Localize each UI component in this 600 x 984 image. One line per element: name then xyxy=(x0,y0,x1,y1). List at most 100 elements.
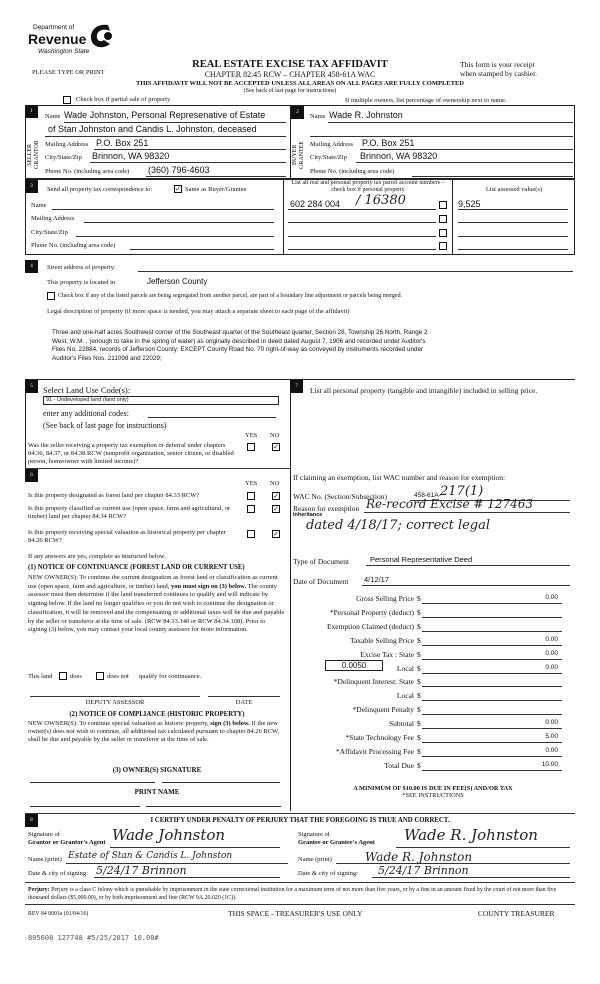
notice1-text-b: The county assessor must then determine … xyxy=(28,582,285,634)
fee-line xyxy=(422,644,562,646)
grantee-signature[interactable]: Wade R. Johnston xyxy=(404,826,538,844)
partial-sale-checkbox[interactable] xyxy=(63,96,71,104)
does-not-checkbox[interactable] xyxy=(96,672,104,680)
fee-line xyxy=(422,714,562,716)
fee-value[interactable]: 0.00 xyxy=(545,746,558,754)
divider xyxy=(25,379,26,468)
buyer-mailing[interactable]: P.O. Box 251 xyxy=(362,138,415,148)
section-1-badge: 1 xyxy=(25,105,38,118)
reason-handwritten-1[interactable]: Re-record Excise # 127463 xyxy=(366,497,534,511)
street-address-label: Street address of property: xyxy=(47,264,116,271)
certify-statement: I CERTIFY UNDER PENALTY OF PERJURY THAT … xyxy=(150,817,450,824)
personal-property-checkbox-3[interactable] xyxy=(439,229,447,237)
historic-yes-checkbox[interactable] xyxy=(247,530,255,538)
county[interactable]: Jefferson County xyxy=(147,277,208,286)
fee-line xyxy=(422,728,562,730)
partial-sale-label: Check box if partial sale of property xyxy=(76,96,171,103)
segregated-checkbox[interactable] xyxy=(47,292,55,300)
personal-property-checkbox-4[interactable] xyxy=(439,242,447,250)
personal-property-label: List all personal property (tangible and… xyxy=(310,386,538,395)
buyer-name-label: Name xyxy=(310,113,326,120)
fee-value[interactable]: 0.00 xyxy=(545,663,558,671)
grantor-date[interactable]: 5/24/17 Brinnon xyxy=(96,864,187,877)
personal-property-checkbox-1[interactable] xyxy=(439,201,447,209)
forest-land-question: Is this property designated as forest la… xyxy=(28,492,200,499)
divider xyxy=(290,379,291,811)
personal-property-checkbox-2[interactable] xyxy=(439,215,447,223)
grantee-name[interactable]: Wade R. Johnston xyxy=(365,850,473,864)
fee-line xyxy=(422,616,562,618)
fee-value[interactable]: 5.00 xyxy=(545,733,558,740)
treasurer-stamp: 805608 127748 #5/25/2017 10.00# xyxy=(28,934,159,942)
divider xyxy=(25,904,575,905)
seller-city[interactable]: Brinnon, WA 98320 xyxy=(92,151,170,161)
divider xyxy=(283,179,284,255)
underline xyxy=(362,585,570,586)
forest-no-checkbox[interactable]: ✓ xyxy=(272,492,280,500)
current-use-yes-checkbox[interactable] xyxy=(247,505,255,513)
land-use-select[interactable]: 91 - Undeveloped land (land only) xyxy=(43,396,279,405)
does-label: does xyxy=(70,673,82,680)
grantee-date-label: Date & city of signing: xyxy=(298,870,358,877)
reason-label: Reason for exemption xyxy=(293,504,360,513)
doc-type-label: Type of Document xyxy=(293,557,350,566)
assessed-value[interactable]: 9,525 xyxy=(458,199,481,209)
grantor-signature[interactable]: Wade Johnston xyxy=(112,826,226,844)
treasurer-space: THIS SPACE - TREASURER'S USE ONLY xyxy=(228,909,363,918)
fee-value[interactable]: 10.00 xyxy=(541,760,558,768)
seller-phone[interactable]: (360) 796-4603 xyxy=(148,165,210,175)
buyer-city[interactable]: Brinnon, WA 98320 xyxy=(360,151,438,161)
underline xyxy=(130,249,274,250)
underline xyxy=(288,222,436,223)
minimum-note: A MINIMUM OF $10.00 IS DUE IN FEE(S) AND… xyxy=(353,785,513,792)
fee-line xyxy=(422,658,562,660)
fee-line xyxy=(422,700,562,702)
fee-value[interactable]: 0.00 xyxy=(545,649,558,657)
forest-yes-checkbox[interactable] xyxy=(247,492,255,500)
currency-symbol: $ xyxy=(417,621,421,631)
grantee-sig-of: Signature of xyxy=(298,831,330,838)
underline xyxy=(52,209,274,210)
land-use-label: Select Land Use Code(s): xyxy=(43,385,131,395)
owner-signature-line xyxy=(30,782,155,783)
section-4-badge: 4 xyxy=(25,260,38,273)
seller-buyer-box xyxy=(25,105,575,179)
does-checkbox[interactable] xyxy=(59,672,67,680)
underline xyxy=(94,877,280,878)
fee-line xyxy=(422,686,562,688)
buyer-name[interactable]: Wade R. Johnston xyxy=(329,110,403,120)
fee-value[interactable]: 0.00 xyxy=(545,594,558,601)
fee-label: *Personal Property (deduct) xyxy=(329,607,414,617)
exemption-question: Was the seller receiving a property tax … xyxy=(28,442,234,465)
parcel-number[interactable]: 602 284 004 xyxy=(290,199,341,209)
reason-handwritten-2[interactable]: dated 4/18/17; correct legal xyxy=(306,518,491,533)
wac-handwritten[interactable]: 217(1) xyxy=(440,484,484,499)
form-title: REAL ESTATE EXCISE TAX AFFIDAVIT xyxy=(192,59,388,70)
same-as-buyer-label: Same as Buyer/Grantee xyxy=(185,186,247,193)
doc-date[interactable]: 4/12/17 xyxy=(364,575,390,584)
seller-name-1[interactable]: Wade Johnston, Personal Represenative of… xyxy=(64,110,266,120)
underline xyxy=(360,149,573,150)
fee-value[interactable]: 0.00 xyxy=(545,719,558,727)
current-use-no-checkbox[interactable]: ✓ xyxy=(272,505,280,513)
underline xyxy=(458,209,568,210)
notice-continuance-title: (1) NOTICE OF CONTINUANCE (FOREST LAND O… xyxy=(28,564,245,571)
q1-no-checkbox[interactable]: ✓ xyxy=(272,443,280,451)
seller-name-2[interactable]: of Stan Johnston and Candis L. Johnston,… xyxy=(48,124,257,134)
legal-description[interactable]: Three and one-half acres Southwest corne… xyxy=(52,329,427,364)
no-header: NO xyxy=(270,432,280,439)
local-rate-box[interactable]: 0.0050 xyxy=(325,660,383,671)
underline xyxy=(90,162,286,163)
grantee-date[interactable]: 5/24/17 Brinnon xyxy=(378,864,469,877)
doc-type[interactable]: Personal Representative Deed xyxy=(370,555,473,564)
logo-line1: Department of xyxy=(33,24,75,31)
fee-label: Total Due xyxy=(384,760,414,770)
historic-no-checkbox[interactable]: ✓ xyxy=(272,530,280,538)
seller-mailing[interactable]: P.O. Box 251 xyxy=(96,138,149,148)
same-as-buyer-checkbox[interactable]: ✓ xyxy=(174,185,182,193)
grantor-name[interactable]: Estate of Stan & Candis L. Johnston xyxy=(68,851,233,861)
q1-yes-checkbox[interactable] xyxy=(247,443,255,451)
exemption-intro: If claiming an exemption, list WAC numbe… xyxy=(293,473,506,482)
underline xyxy=(110,847,280,848)
fee-value[interactable]: 0.00 xyxy=(545,635,558,643)
